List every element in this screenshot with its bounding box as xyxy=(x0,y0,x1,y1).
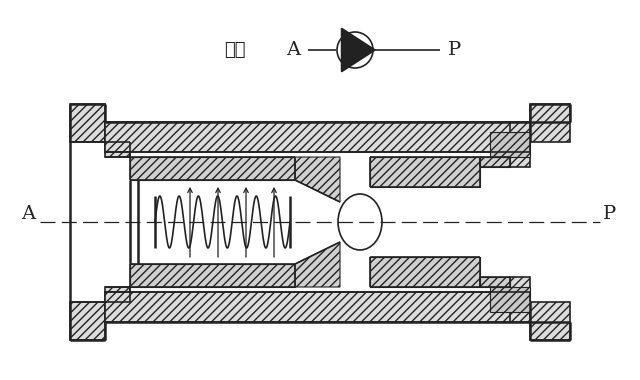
Polygon shape xyxy=(70,302,105,340)
Polygon shape xyxy=(480,157,510,167)
Text: A: A xyxy=(21,205,35,223)
Polygon shape xyxy=(342,28,375,71)
Polygon shape xyxy=(105,122,130,157)
Polygon shape xyxy=(370,257,480,287)
Polygon shape xyxy=(490,132,530,157)
Text: P: P xyxy=(604,205,616,223)
Text: P: P xyxy=(449,41,461,59)
Polygon shape xyxy=(105,287,130,322)
Polygon shape xyxy=(490,287,530,312)
Text: A: A xyxy=(286,41,300,59)
Polygon shape xyxy=(70,104,105,142)
Polygon shape xyxy=(530,302,570,340)
Polygon shape xyxy=(480,277,510,287)
Polygon shape xyxy=(530,104,570,142)
Polygon shape xyxy=(130,264,295,287)
Polygon shape xyxy=(370,157,480,187)
Polygon shape xyxy=(510,277,530,322)
Polygon shape xyxy=(105,292,530,322)
Text: 符号: 符号 xyxy=(224,41,246,59)
Polygon shape xyxy=(130,157,295,180)
Polygon shape xyxy=(105,122,530,152)
Polygon shape xyxy=(295,242,340,287)
Polygon shape xyxy=(510,122,530,167)
Polygon shape xyxy=(295,157,340,202)
